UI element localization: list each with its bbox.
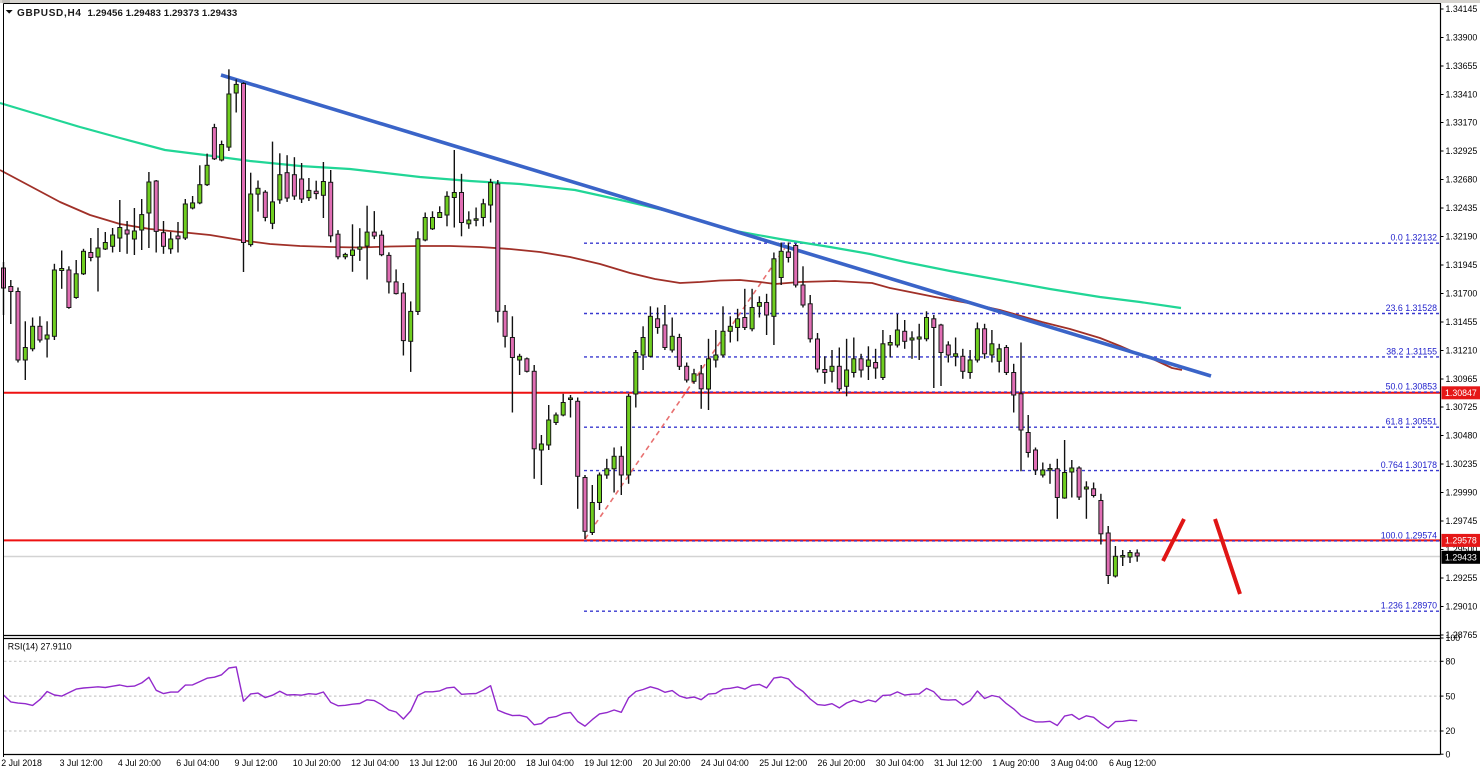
svg-text:1.236 1.28970: 1.236 1.28970 xyxy=(1381,601,1437,611)
svg-text:0.764 1.30178: 0.764 1.30178 xyxy=(1381,460,1437,470)
svg-text:50: 50 xyxy=(1446,691,1456,701)
svg-text:80: 80 xyxy=(1446,657,1456,667)
svg-text:1.30235: 1.30235 xyxy=(1446,459,1478,469)
svg-text:6 Jul 04:00: 6 Jul 04:00 xyxy=(176,758,219,768)
svg-text:2 Jul 2018: 2 Jul 2018 xyxy=(1,758,42,768)
svg-text:50.0 1.30853: 50.0 1.30853 xyxy=(1386,382,1437,392)
svg-text:1.31700: 1.31700 xyxy=(1446,289,1478,299)
svg-text:4 Jul 20:00: 4 Jul 20:00 xyxy=(118,758,161,768)
svg-text:18 Jul 04:00: 18 Jul 04:00 xyxy=(526,758,574,768)
svg-text:1.33170: 1.33170 xyxy=(1446,118,1478,128)
svg-text:1.30480: 1.30480 xyxy=(1446,431,1478,441)
svg-text:38.2 1.31155: 38.2 1.31155 xyxy=(1386,346,1437,356)
svg-text:20 Jul 20:00: 20 Jul 20:00 xyxy=(643,758,691,768)
svg-text:31 Jul 12:00: 31 Jul 12:00 xyxy=(934,758,982,768)
svg-text:3 Jul 12:00: 3 Jul 12:00 xyxy=(60,758,103,768)
svg-text:1.29745: 1.29745 xyxy=(1446,516,1478,526)
svg-text:GBPUSD,H4: GBPUSD,H4 xyxy=(17,8,82,19)
svg-text:1.33410: 1.33410 xyxy=(1446,90,1478,100)
svg-text:0: 0 xyxy=(1446,749,1451,759)
svg-text:1.29578: 1.29578 xyxy=(1445,536,1477,546)
svg-text:1.29500: 1.29500 xyxy=(1446,545,1478,555)
svg-text:23.6 1.31528: 23.6 1.31528 xyxy=(1386,303,1437,313)
svg-text:26 Jul 20:00: 26 Jul 20:00 xyxy=(818,758,866,768)
svg-text:1.29990: 1.29990 xyxy=(1446,488,1478,498)
svg-text:1.32925: 1.32925 xyxy=(1446,146,1478,156)
svg-text:1.31455: 1.31455 xyxy=(1446,317,1478,327)
svg-text:1.33655: 1.33655 xyxy=(1446,61,1478,71)
svg-text:24 Jul 04:00: 24 Jul 04:00 xyxy=(701,758,749,768)
svg-text:13 Jul 12:00: 13 Jul 12:00 xyxy=(409,758,457,768)
svg-text:RSI(14) 27.9110: RSI(14) 27.9110 xyxy=(8,642,72,652)
svg-text:1.29010: 1.29010 xyxy=(1446,602,1478,612)
svg-text:1.29433: 1.29433 xyxy=(1445,553,1477,563)
svg-text:9 Jul 12:00: 9 Jul 12:00 xyxy=(235,758,278,768)
svg-text:12 Jul 04:00: 12 Jul 04:00 xyxy=(351,758,399,768)
svg-text:1.30725: 1.30725 xyxy=(1446,402,1478,412)
svg-text:1.31945: 1.31945 xyxy=(1446,260,1478,270)
svg-text:1.28765: 1.28765 xyxy=(1446,630,1478,640)
svg-text:100.0 1.29574: 100.0 1.29574 xyxy=(1381,530,1437,540)
svg-text:1.32435: 1.32435 xyxy=(1446,203,1478,213)
svg-text:1.32680: 1.32680 xyxy=(1446,175,1478,185)
svg-text:61.8 1.30551: 61.8 1.30551 xyxy=(1386,417,1437,427)
svg-text:1.29255: 1.29255 xyxy=(1446,573,1478,583)
svg-text:25 Jul 12:00: 25 Jul 12:00 xyxy=(759,758,807,768)
svg-text:10 Jul 20:00: 10 Jul 20:00 xyxy=(293,758,341,768)
svg-text:1.34145: 1.34145 xyxy=(1446,4,1478,14)
svg-text:6 Aug 12:00: 6 Aug 12:00 xyxy=(1109,758,1156,768)
svg-text:0.0 1.32132: 0.0 1.32132 xyxy=(1391,233,1438,243)
svg-text:1.33900: 1.33900 xyxy=(1446,33,1478,43)
svg-text:30 Jul 04:00: 30 Jul 04:00 xyxy=(876,758,924,768)
svg-text:100: 100 xyxy=(1446,633,1461,643)
svg-text:1 Aug 20:00: 1 Aug 20:00 xyxy=(992,758,1039,768)
svg-text:3 Aug 04:00: 3 Aug 04:00 xyxy=(1051,758,1098,768)
svg-text:1.32190: 1.32190 xyxy=(1446,232,1478,242)
svg-text:1.29456 1.29483 1.29373 1.2943: 1.29456 1.29483 1.29373 1.29433 xyxy=(88,8,238,19)
svg-text:16 Jul 20:00: 16 Jul 20:00 xyxy=(468,758,516,768)
svg-text:19 Jul 12:00: 19 Jul 12:00 xyxy=(584,758,632,768)
svg-text:20: 20 xyxy=(1446,726,1456,736)
svg-text:1.30965: 1.30965 xyxy=(1446,374,1478,384)
svg-text:1.31210: 1.31210 xyxy=(1446,346,1478,356)
svg-text:1.30847: 1.30847 xyxy=(1445,388,1477,398)
